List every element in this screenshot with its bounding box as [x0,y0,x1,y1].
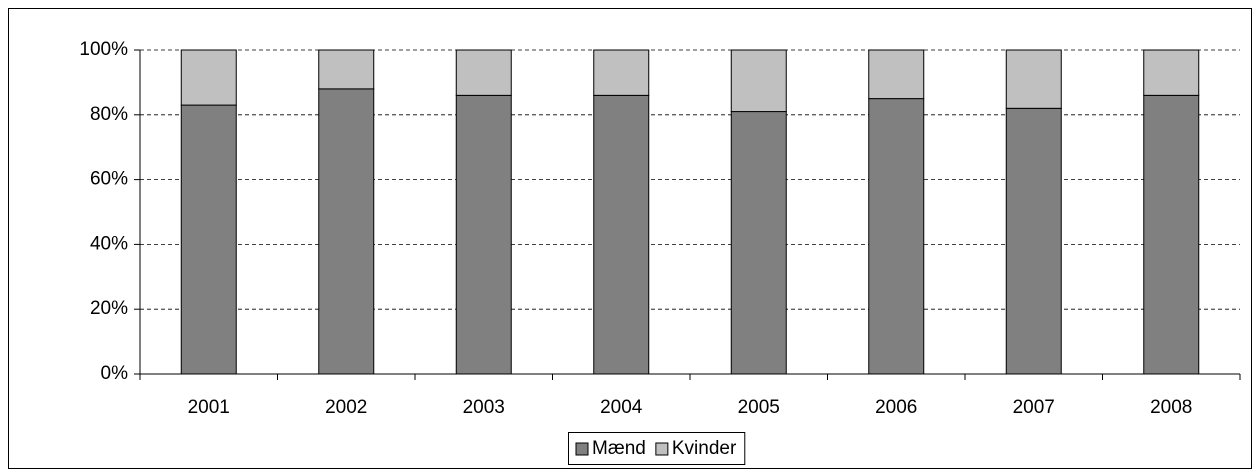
legend-swatch [575,442,589,456]
bar-segment [868,49,925,100]
bar-segment [180,49,237,106]
bar-segment [318,88,375,375]
x-tick-label: 2007 [1013,397,1055,418]
bar-segment [730,49,787,113]
x-tick-label: 2002 [325,397,367,418]
x-tick-label: 2003 [463,397,505,418]
y-tick-label: 0% [101,363,129,384]
bar-segment [730,111,787,375]
bar-segment [1005,49,1062,109]
bar-segment [1143,49,1200,96]
bar-segment [318,49,375,90]
bar-segment [593,94,650,375]
bar-segment [593,49,650,96]
x-tick-label: 2006 [875,397,917,418]
legend-label: Mænd [592,438,646,459]
bar-segment [1143,94,1200,375]
x-tick-label: 2001 [188,397,230,418]
bar-segment [868,98,925,375]
y-tick-label: 80% [90,104,128,125]
x-tick-label: 2008 [1150,397,1192,418]
bar-segment [455,49,512,96]
legend: Mænd Kvinder [568,432,746,465]
y-tick-label: 40% [90,233,128,254]
legend-swatch [655,442,669,456]
bar-segment [180,104,237,375]
y-tick-label: 100% [79,39,128,60]
bar-segment [1005,107,1062,375]
bar-segment [455,94,512,375]
legend-label: Kvinder [672,438,737,459]
x-tick-label: 2005 [738,397,780,418]
y-tick-label: 20% [90,298,128,319]
x-tick-label: 2004 [600,397,643,418]
y-tick-label: 60% [90,169,128,190]
